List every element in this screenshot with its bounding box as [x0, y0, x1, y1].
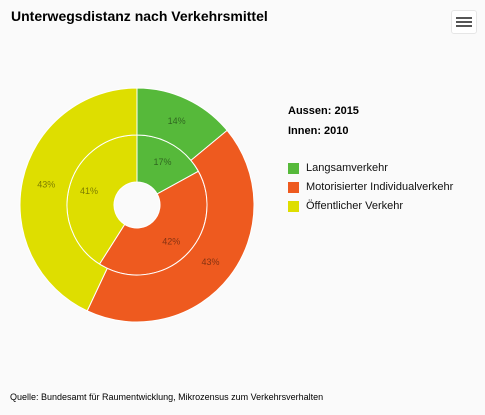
inner-ring-data-label: 41%	[80, 186, 98, 196]
inner-ring-data-label: 17%	[153, 157, 171, 167]
inner-ring-data-label: 42%	[162, 236, 180, 246]
legend-label: Langsamverkehr	[306, 162, 388, 174]
legend-swatch	[288, 201, 299, 212]
outer-ring-data-label: 14%	[168, 116, 186, 126]
legend-label: Öffentlicher Verkehr	[306, 200, 404, 212]
chart-menu-button[interactable]	[451, 10, 477, 34]
outer-ring-year-label: Aussen: 2015	[288, 105, 359, 117]
outer-ring-data-label: 43%	[37, 180, 55, 190]
inner-ring-year-label: Innen: 2010	[288, 125, 349, 137]
legend-label: Motorisierter Individualverkehr	[306, 181, 454, 193]
legend-swatch	[288, 182, 299, 193]
chart-title: Unterwegsdistanz nach Verkehrsmittel	[11, 8, 268, 24]
outer-ring-data-label: 43%	[201, 257, 219, 267]
source-note: Quelle: Bundesamt für Raumentwicklung, M…	[10, 392, 324, 402]
legend-swatch	[288, 163, 299, 174]
hamburger-menu-icon-line	[456, 25, 472, 27]
outer-ring-slice-motorisierter-individualverkehr[interactable]	[86, 129, 255, 323]
outer-ring-slice-offentlicher-verkehr[interactable]	[19, 87, 138, 312]
hamburger-menu-icon-line	[456, 17, 472, 19]
hamburger-menu-icon-line	[456, 21, 472, 23]
